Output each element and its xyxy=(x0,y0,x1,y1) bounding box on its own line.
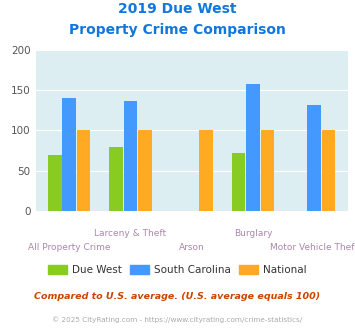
Text: Property Crime Comparison: Property Crime Comparison xyxy=(69,23,286,37)
Text: All Property Crime: All Property Crime xyxy=(28,243,110,251)
Bar xyxy=(322,130,335,211)
Bar xyxy=(48,154,61,211)
Bar xyxy=(200,130,213,211)
Bar xyxy=(246,84,260,211)
Bar xyxy=(62,98,76,211)
Bar xyxy=(109,147,123,211)
Bar xyxy=(138,130,152,211)
Text: Larceny & Theft: Larceny & Theft xyxy=(94,229,166,238)
Legend: Due West, South Carolina, National: Due West, South Carolina, National xyxy=(44,261,311,280)
Bar xyxy=(232,153,245,211)
Bar xyxy=(77,130,90,211)
Bar xyxy=(261,130,274,211)
Text: Compared to U.S. average. (U.S. average equals 100): Compared to U.S. average. (U.S. average … xyxy=(34,292,321,301)
Bar xyxy=(124,101,137,211)
Text: 2019 Due West: 2019 Due West xyxy=(118,2,237,16)
Text: © 2025 CityRating.com - https://www.cityrating.com/crime-statistics/: © 2025 CityRating.com - https://www.city… xyxy=(53,317,302,323)
Text: Burglary: Burglary xyxy=(234,229,272,238)
Text: Motor Vehicle Theft: Motor Vehicle Theft xyxy=(270,243,355,251)
Text: Arson: Arson xyxy=(179,243,204,251)
Bar xyxy=(307,105,321,211)
